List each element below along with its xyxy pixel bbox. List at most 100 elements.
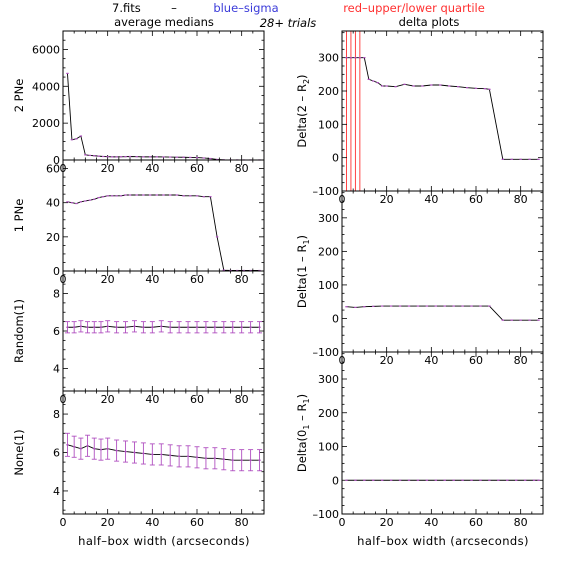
x-tick-label: 20 bbox=[380, 354, 394, 367]
plot-frame bbox=[62, 270, 265, 392]
y-axis-label: Delta(01 – R1) bbox=[295, 394, 311, 472]
y-tick-label: 6 bbox=[53, 447, 60, 460]
y-tick-label: 300 bbox=[318, 373, 339, 386]
y-tick-label: 0 bbox=[53, 265, 60, 278]
x-tick-label: 0 bbox=[339, 516, 346, 529]
x-tick-label: 20 bbox=[101, 273, 115, 286]
x-tick-label: 20 bbox=[101, 516, 115, 529]
y-tick-label: 0 bbox=[332, 312, 339, 325]
x-tick-label: 80 bbox=[514, 193, 528, 206]
y-axis-label: 2 PNe bbox=[12, 79, 26, 113]
y-tick-label: 0 bbox=[53, 154, 60, 167]
header-dash: – bbox=[171, 1, 177, 15]
x-tick-label: 40 bbox=[145, 162, 159, 175]
plot-frame bbox=[341, 30, 544, 192]
plot-frame bbox=[62, 30, 265, 161]
y-axis-label-part: 2 bbox=[302, 79, 311, 84]
header-red-quartile: red–upper/lower quartile bbox=[343, 1, 485, 15]
y-tick-label: –100 bbox=[313, 508, 340, 521]
y-axis-label-part: Delta(2 – R bbox=[295, 84, 309, 148]
x-tick-label: 20 bbox=[380, 193, 394, 206]
x-tick-label: 20 bbox=[101, 162, 115, 175]
y-tick-label: 100 bbox=[318, 441, 339, 454]
x-tick-label: 80 bbox=[514, 354, 528, 367]
series-line bbox=[67, 444, 260, 461]
y-tick-label: 4000 bbox=[32, 80, 60, 93]
x-tick-label: 60 bbox=[469, 193, 483, 206]
y-tick-label: 100 bbox=[318, 118, 339, 131]
x-tick-label: 60 bbox=[190, 516, 204, 529]
y-axis-label-part: 1 bbox=[302, 398, 311, 403]
series-line bbox=[67, 73, 260, 161]
series-line bbox=[346, 305, 539, 321]
x-tick-label: 60 bbox=[469, 354, 483, 367]
y-tick-label: 200 bbox=[318, 245, 339, 258]
y-tick-label: 40 bbox=[46, 197, 60, 210]
x-tick-label: 40 bbox=[145, 273, 159, 286]
x-tick-label: 80 bbox=[235, 393, 249, 406]
x-tick-label: 80 bbox=[235, 162, 249, 175]
y-tick-label: 8 bbox=[53, 408, 60, 421]
y-tick-label: 300 bbox=[318, 212, 339, 225]
x-tick-label: 60 bbox=[469, 516, 483, 529]
x-tick-label: 60 bbox=[190, 273, 204, 286]
y-axis-label-part: ) bbox=[295, 394, 309, 399]
x-tick-label: 40 bbox=[145, 516, 159, 529]
plot-frame bbox=[62, 390, 265, 515]
plot-frame bbox=[341, 351, 544, 515]
x-axis-label-right: half–box width (arcseconds) bbox=[357, 534, 529, 548]
y-tick-label: 0 bbox=[332, 474, 339, 487]
header-file: 7.fits bbox=[112, 1, 141, 15]
y-tick-label: –100 bbox=[313, 346, 340, 359]
y-axis-label: None(1) bbox=[12, 429, 26, 475]
y-axis-label-part: 1 bbox=[302, 425, 311, 430]
y-tick-label: 4 bbox=[53, 485, 60, 498]
y-axis-label: Delta(1 – R1) bbox=[295, 235, 311, 308]
y-tick-label: 60 bbox=[46, 163, 60, 176]
y-axis-label: 1 PNe bbox=[12, 199, 26, 233]
x-tick-label: 40 bbox=[424, 354, 438, 367]
y-tick-label: 6000 bbox=[32, 43, 60, 56]
x-axis-label-left: half–box width (arcseconds) bbox=[78, 534, 250, 548]
y-axis-label-part: ) bbox=[295, 235, 309, 240]
plot-frame bbox=[62, 159, 265, 272]
y-tick-label: 2000 bbox=[32, 117, 60, 130]
x-tick-label: 20 bbox=[101, 393, 115, 406]
y-axis-label-part: ) bbox=[295, 74, 309, 79]
left-title: average medians bbox=[114, 15, 214, 29]
y-tick-label: 6 bbox=[53, 325, 60, 338]
series-line bbox=[67, 194, 260, 271]
trials-label: 28+ trials bbox=[260, 16, 317, 30]
x-tick-label: 40 bbox=[424, 193, 438, 206]
series-line bbox=[67, 325, 260, 328]
y-axis-label: Delta(2 – R2) bbox=[295, 74, 311, 147]
x-tick-label: 40 bbox=[424, 516, 438, 529]
y-tick-label: 4 bbox=[53, 363, 60, 376]
y-axis-label-part: – R bbox=[295, 403, 309, 424]
y-tick-label: 0 bbox=[332, 152, 339, 165]
x-tick-label: 20 bbox=[380, 516, 394, 529]
x-tick-label: 0 bbox=[60, 516, 67, 529]
x-tick-label: 80 bbox=[235, 273, 249, 286]
y-tick-label: 100 bbox=[318, 279, 339, 292]
plot-frame bbox=[341, 190, 544, 353]
y-axis-label: Random(1) bbox=[12, 299, 26, 363]
x-tick-label: 60 bbox=[190, 162, 204, 175]
x-tick-label: 60 bbox=[190, 393, 204, 406]
series-line bbox=[346, 57, 539, 160]
y-tick-label: 200 bbox=[318, 407, 339, 420]
panel-3: 4 6 80 20 40 60 80 Random(1) bbox=[12, 270, 265, 406]
y-axis-label-part: Delta(1 – R bbox=[295, 245, 309, 309]
x-tick-label: 80 bbox=[514, 516, 528, 529]
y-tick-label: 200 bbox=[318, 85, 339, 98]
header-blue-sigma: blue–sigma bbox=[213, 1, 278, 15]
y-tick-label: –100 bbox=[313, 185, 340, 198]
y-tick-label: 8 bbox=[53, 288, 60, 301]
